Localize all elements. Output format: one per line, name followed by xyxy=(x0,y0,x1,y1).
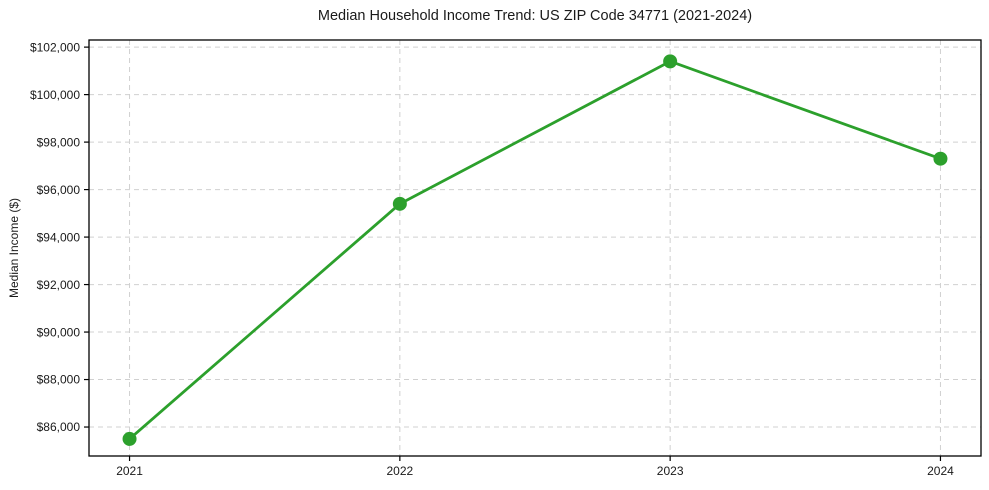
y-tick-label: $88,000 xyxy=(37,373,81,387)
data-point xyxy=(392,196,407,211)
chart-title: Median Household Income Trend: US ZIP Co… xyxy=(317,8,753,24)
plot-border xyxy=(88,39,982,457)
data-point xyxy=(933,151,948,166)
trend-line xyxy=(128,59,942,441)
y-tick-label: $86,000 xyxy=(37,420,81,434)
x-tick-label: 2022 xyxy=(386,464,413,478)
x-tick-label: 2023 xyxy=(657,464,684,478)
y-tick-label: $102,000 xyxy=(30,40,80,54)
y-tick-label: $94,000 xyxy=(37,230,81,244)
data-point xyxy=(122,431,137,446)
y-tick-label: $92,000 xyxy=(37,278,81,292)
y-tick-label: $96,000 xyxy=(37,183,81,197)
x-tick-label: 2021 xyxy=(116,464,143,478)
y-tick-label: $100,000 xyxy=(30,88,80,102)
x-tick-label: 2024 xyxy=(927,464,954,478)
data-point xyxy=(663,54,678,69)
y-tick-label: $98,000 xyxy=(37,135,81,149)
y-axis-label: Median Income ($) xyxy=(7,197,21,299)
y-tick-label: $90,000 xyxy=(37,325,81,339)
